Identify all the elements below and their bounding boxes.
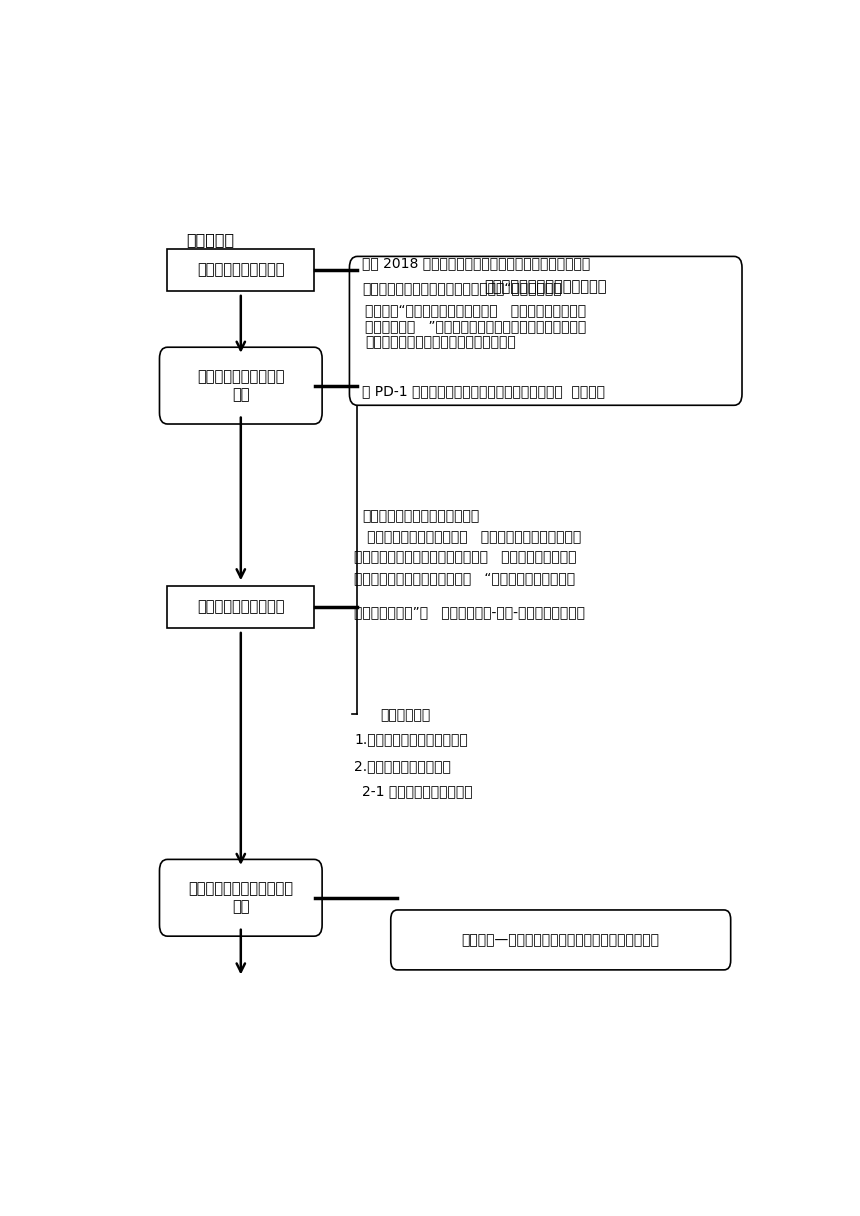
Text: 交流单克隆抗体在临床中的
应用: 交流单克隆抗体在临床中的 应用: [188, 882, 293, 914]
Text: 境，回忆癌症治疗的新武器。引入问题“如何获得大量: 境，回忆癌症治疗的新武器。引入问题“如何获得大量: [362, 282, 562, 295]
FancyBboxPatch shape: [159, 860, 322, 936]
Text: 2-1 如何筛选杂交瘻细胞？: 2-1 如何筛选杂交瘻细胞？: [362, 784, 473, 799]
Text: 1.有什么方法可以促进融合？: 1.有什么方法可以促进融合？: [354, 732, 468, 747]
Text: 的相关知识提出初步的工程学构想，   设计简单的单克隆抗: 的相关知识提出初步的工程学构想， 设计简单的单克隆抗: [354, 551, 576, 564]
Text: 单克隆抗体的制备过程: 单克隆抗体的制备过程: [197, 599, 285, 614]
FancyBboxPatch shape: [390, 910, 731, 970]
Text: 解决传统抗体制备缺陷的新思路: 解决传统抗体制备缺陷的新思路: [484, 278, 607, 294]
Text: 到哪些技术难题”，   进而体验科学-技术-社会三者的关系。: 到哪些技术难题”， 进而体验科学-技术-社会三者的关系。: [354, 604, 585, 619]
Text: 诊断试剂—根据胶体金试纸的原理解释各组检测结果: 诊断试剂—根据胶体金试纸的原理解释各组检测结果: [462, 933, 660, 947]
Text: 呼现 2018 年诺贝尔生理学奖获得者的研究成果的真实情: 呼现 2018 年诺贝尔生理学奖获得者的研究成果的真实情: [362, 257, 590, 270]
Text: 设计单克隆抗体的初步生产方案: 设计单克隆抗体的初步生产方案: [362, 510, 479, 523]
Text: 体的制备的初步流程。并思考：   “怎么做？是否可行？遇: 体的制备的初步流程。并思考： “怎么做？是否可行？遇: [354, 572, 575, 585]
Text: 2.两次筛选的先后顺序？: 2.两次筛选的先后顺序？: [354, 759, 451, 773]
Text: 以 PD-1 抗体制备为例，结合特异性免疫的内容，  讨论传统: 以 PD-1 抗体制备为例，结合特异性免疫的内容， 讨论传统: [362, 384, 605, 399]
Bar: [168, 586, 314, 629]
Bar: [168, 249, 314, 291]
Text: 针对癌症治疗的真实需求，   利用免疫学和细胞工程技术: 针对癌症治疗的真实需求， 利用免疫学和细胞工程技术: [354, 530, 581, 544]
Text: 教学环节：: 教学环节：: [187, 232, 235, 247]
Text: 引入问题“怎样获得既能分泌抗体，   又能在体外培养的无
限增殖细胞？   ”引导学生思考解决传统抗体制备缺陷的新
思路，引出单克隆抗体初步的生产方案。: 引入问题“怎样获得既能分泌抗体， 又能在体外培养的无 限增殖细胞？ ”引导学生思…: [366, 303, 587, 350]
Text: 传统抗体的制备过程和
缺陷: 传统抗体的制备过程和 缺陷: [197, 370, 285, 401]
FancyBboxPatch shape: [349, 257, 742, 405]
FancyBboxPatch shape: [159, 348, 322, 424]
Text: 创设真实情境引入新课: 创设真实情境引入新课: [197, 263, 285, 277]
Text: 解决技术难题: 解决技术难题: [381, 708, 431, 722]
